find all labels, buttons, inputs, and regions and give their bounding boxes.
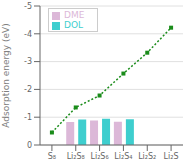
- svg-text:-2: -2: [24, 85, 32, 94]
- svg-text:S₈: S₈: [48, 152, 56, 161]
- html-text:DOL: DOL: [64, 20, 83, 30]
- svg-text:-4: -4: [24, 30, 32, 39]
- svg-text:Li₂S₄: Li₂S₄: [114, 152, 132, 161]
- svg-text:Adsorption energy (eV): Adsorption energy (eV): [8, 23, 11, 127]
- svg-text:Li₂S: Li₂S: [164, 152, 179, 161]
- svg-text:Li₂S₈: Li₂S₈: [67, 152, 85, 161]
- svg-text:0: 0: [27, 141, 32, 150]
- svg-text:-5: -5: [24, 2, 32, 11]
- svg-text:-3: -3: [24, 57, 32, 66]
- html-text:DME: DME: [64, 10, 85, 20]
- svg-text:Li₂S₂: Li₂S₂: [138, 152, 156, 161]
- svg-text:-1: -1: [24, 113, 32, 122]
- svg-text:Li₂S₆: Li₂S₆: [90, 152, 108, 161]
